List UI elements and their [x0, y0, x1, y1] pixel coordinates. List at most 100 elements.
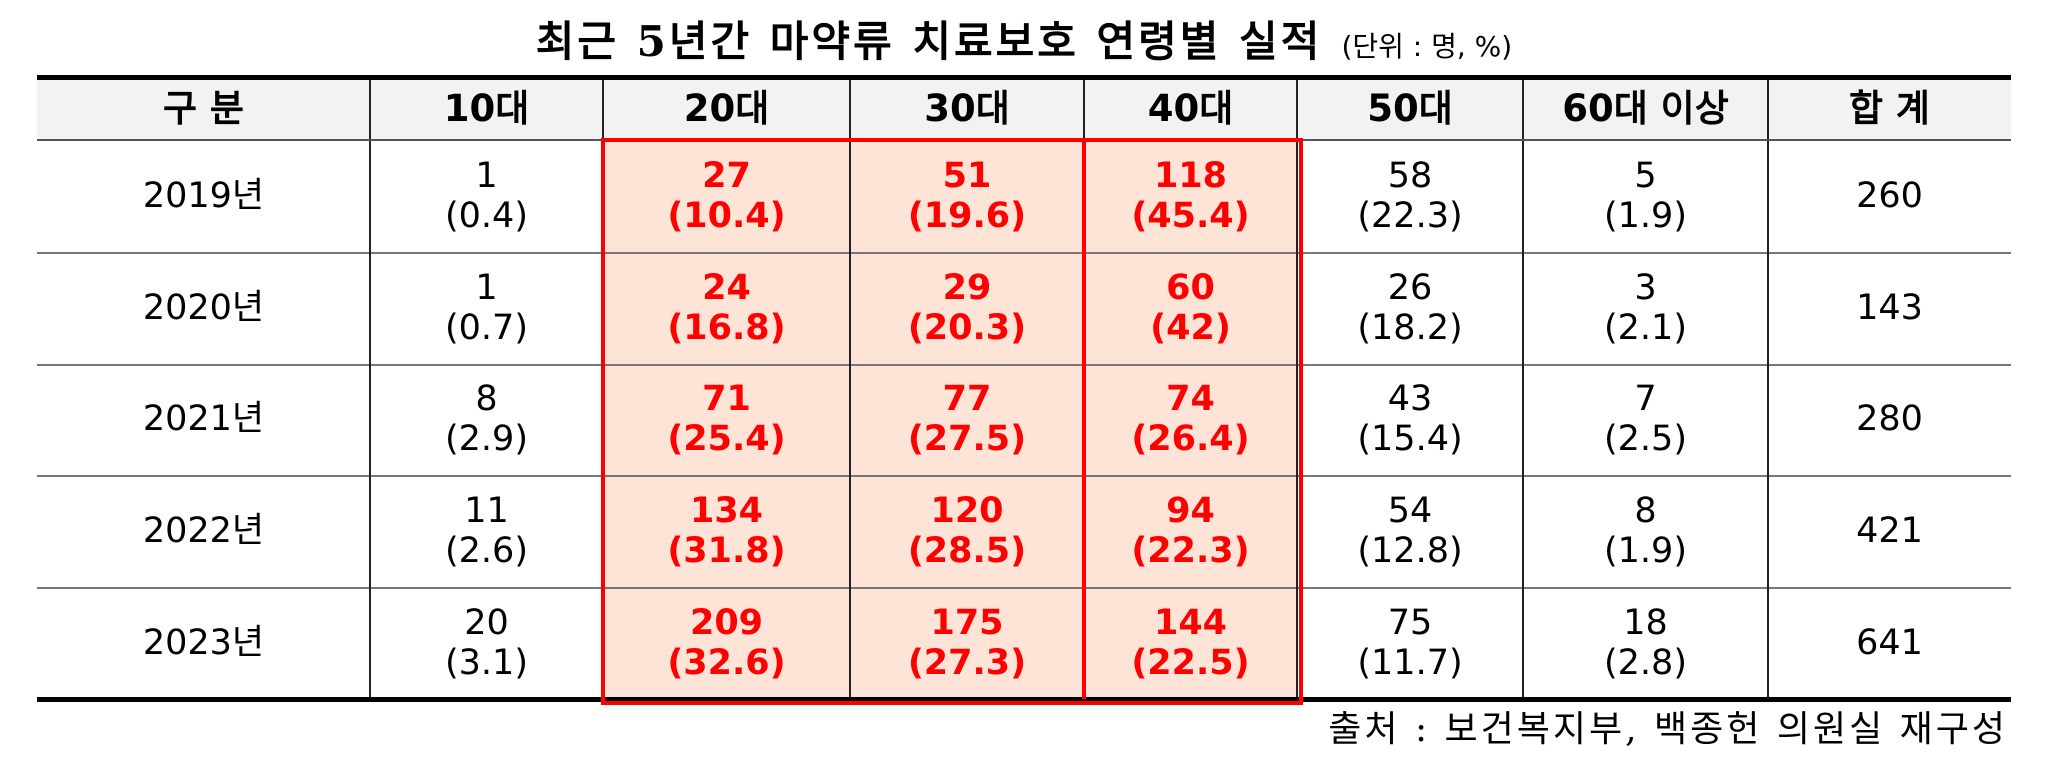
table-cell: 20 (3.1): [370, 587, 603, 699]
table-cell: 74 (26.4): [1084, 364, 1297, 476]
row-label: 2023년: [142, 623, 265, 664]
table-cell: 118 (45.4): [1084, 140, 1297, 252]
percent: (25.4): [667, 419, 786, 460]
table-cell: 7 (2.5): [1523, 364, 1768, 476]
column-header: 합 계: [1849, 87, 1930, 130]
unit: (단위 : 명, %): [1341, 30, 1513, 63]
table-cell: 421: [1856, 511, 1923, 552]
count: 27: [702, 155, 751, 196]
percent: (22.5): [1131, 643, 1250, 684]
percent: (22.3): [1131, 531, 1250, 572]
table-cell: 144 (22.5): [1084, 587, 1297, 699]
count: 118: [1153, 155, 1228, 196]
percent: (1.9): [1604, 195, 1687, 236]
count: 120: [930, 491, 1004, 532]
count: 8: [475, 379, 498, 420]
percent: (0.4): [445, 195, 528, 236]
percent: (45.4): [1131, 195, 1250, 236]
highlight-divider: [1082, 140, 1086, 699]
title-block: 최근 5년간 마약류 치료보호 연령별 실적 (단위 : 명, %): [0, 8, 2048, 69]
table-cell: 8 (2.9): [370, 364, 603, 476]
count: 144: [1153, 603, 1228, 644]
row-divider: [37, 475, 2011, 478]
table-cell: 3 (2.1): [1523, 252, 1768, 364]
column-header: 40대: [1147, 87, 1234, 130]
table-cell: 641: [1856, 623, 1923, 664]
count: 54: [1387, 491, 1433, 532]
table-cell: 29 (20.3): [850, 252, 1084, 364]
count: 58: [1387, 155, 1433, 196]
column-divider: [1296, 78, 1298, 699]
column-divider: [849, 78, 851, 699]
count: 74: [1166, 379, 1215, 420]
count: 5: [1634, 155, 1657, 196]
percent: (1.9): [1604, 531, 1687, 572]
count: 1: [475, 267, 498, 308]
table-cell: 5 (1.9): [1523, 140, 1768, 252]
column-header: 10대: [443, 87, 530, 130]
column-header: 30대: [924, 87, 1010, 130]
source: 출처 : 보건복지부, 백종헌 의원실 재구성: [1328, 709, 2008, 750]
header-background: [37, 78, 2011, 140]
row-label: 2020년: [142, 287, 265, 328]
row-divider: [37, 363, 2011, 366]
table-cell: 8 (1.9): [1523, 475, 1768, 587]
table-cell: 209 (32.6): [603, 587, 850, 699]
percent: (28.5): [907, 531, 1027, 572]
percent: (22.3): [1357, 195, 1463, 236]
count: 1: [475, 155, 498, 196]
count: 18: [1623, 603, 1668, 644]
count: 175: [930, 603, 1004, 644]
bottom-rule: [37, 697, 2011, 702]
table-cell: 94 (22.3): [1084, 475, 1297, 587]
column-divider: [1522, 78, 1524, 699]
column-header: 구 분: [163, 87, 244, 130]
table-cell: 11 (2.6): [370, 475, 603, 587]
count: 43: [1387, 379, 1433, 420]
count: 26: [1387, 267, 1433, 308]
column-header: 60대 이상: [1562, 87, 1729, 130]
table-cell: 71 (25.4): [603, 364, 850, 476]
table-cell: 260: [1856, 175, 1923, 216]
count: 11: [464, 491, 509, 532]
highlight-box: [601, 138, 1303, 705]
count: 134: [689, 491, 764, 532]
table-cell: 143: [1856, 287, 1923, 328]
count: 60: [1166, 267, 1215, 308]
percent: (32.6): [667, 643, 786, 684]
count: 7: [1634, 379, 1657, 420]
percent: (11.7): [1357, 643, 1463, 684]
row-label: 2022년: [142, 511, 265, 552]
row-label: 2019년: [142, 175, 265, 216]
table-cell: 1 (0.7): [370, 252, 603, 364]
count: 209: [689, 603, 764, 644]
percent: (0.7): [445, 307, 528, 348]
table-cell: 1 (0.4): [370, 140, 603, 252]
percent: (15.4): [1357, 419, 1463, 460]
table-cell: 280: [1856, 399, 1923, 440]
column-header: 50대: [1367, 87, 1453, 130]
row-label: 2021년: [142, 399, 265, 440]
percent: (2.9): [445, 419, 528, 460]
table-cell: 18 (2.8): [1523, 587, 1768, 699]
percent: (27.3): [907, 643, 1027, 684]
top-rule: [37, 75, 2011, 80]
count: 3: [1634, 267, 1657, 308]
count: 71: [702, 379, 751, 420]
percent: (27.5): [907, 419, 1027, 460]
count: 77: [942, 379, 992, 420]
percent: (2.5): [1604, 419, 1687, 460]
percent: (16.8): [667, 307, 786, 348]
percent: (2.8): [1604, 643, 1687, 684]
count: 8: [1634, 491, 1657, 532]
table-cell: 24 (16.8): [603, 252, 850, 364]
table-cell: 51 (19.6): [850, 140, 1084, 252]
percent: (2.6): [445, 531, 528, 572]
table-cell: 26 (18.2): [1297, 252, 1523, 364]
table-cell: 134 (31.8): [603, 475, 850, 587]
percent: (20.3): [907, 307, 1027, 348]
percent: (42): [1150, 307, 1231, 348]
column-divider: [369, 78, 371, 699]
count: 75: [1387, 603, 1433, 644]
